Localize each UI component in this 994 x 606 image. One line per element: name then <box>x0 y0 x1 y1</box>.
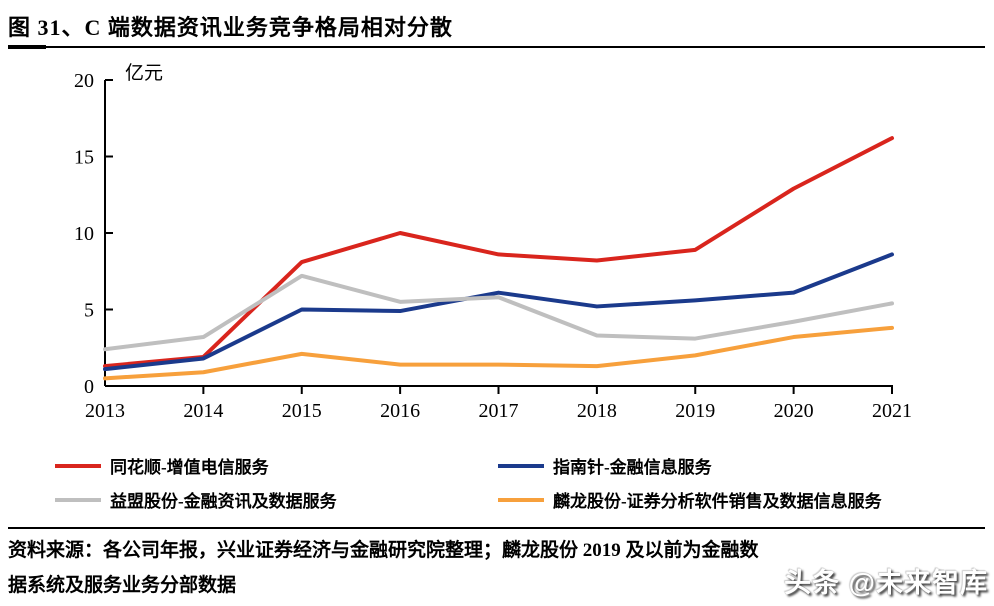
series-line-tonghuashun <box>103 136 894 369</box>
watermark: 头条 @未来智库 <box>784 568 988 598</box>
line-chart-canvas: 0 5 10 15 20 亿元 2013 2014 2015 2016 2017 2018 2019 20… <box>74 62 912 422</box>
x-tick-label: 2019 <box>675 400 715 422</box>
x-tick-label: 2017 <box>479 400 519 422</box>
legend-item-linlong: 麟龙股份-证券分析软件销售及数据信息服务 <box>498 487 882 512</box>
x-tick-label: 2018 <box>577 400 617 422</box>
y-tick-label: 0 <box>84 376 94 398</box>
source-note: 资料来源：各公司年报，兴业证券经济与金融研究院整理；麟龙股份 2019 及以前为… <box>8 533 968 603</box>
title-underline-accent <box>8 45 46 49</box>
x-tick-label: 2016 <box>380 400 420 422</box>
legend-swatch-linlong <box>498 497 544 502</box>
legend-label: 益盟股份-金融资讯及数据服务 <box>110 492 337 511</box>
legend-swatch-zhinanzhen <box>498 463 544 468</box>
legend-label: 同花顺-增值电信服务 <box>110 458 269 477</box>
series-line-yimeng <box>103 273 894 352</box>
x-tick-label: 2021 <box>872 400 912 422</box>
series-line-zhinanzhen <box>103 252 894 372</box>
source-note-line2: 据系统及服务业务分部数据 <box>8 575 237 596</box>
legend-label: 麟龙股份-证券分析软件销售及数据信息服务 <box>553 492 882 511</box>
figure-title: 图 31、C 端数据资讯业务竞争格局相对分散 <box>8 15 453 40</box>
x-tick-label: 2014 <box>183 400 223 422</box>
series-line-linlong <box>103 325 894 381</box>
legend-label: 指南针-金融信息服务 <box>553 458 712 477</box>
y-tick-label: 20 <box>74 70 94 92</box>
x-tick-label: 2013 <box>85 400 125 422</box>
title-underline <box>8 45 985 49</box>
legend-item-yimeng: 益盟股份-金融资讯及数据服务 <box>55 487 337 512</box>
y-tick-label: 5 <box>84 300 94 322</box>
y-tick-label: 15 <box>74 147 94 169</box>
source-divider <box>8 527 985 529</box>
x-tick-label: 2015 <box>282 400 322 422</box>
x-tick-label: 2020 <box>774 400 814 422</box>
legend-item-tonghuashun: 同花顺-增值电信服务 <box>55 453 269 478</box>
legend-item-zhinanzhen: 指南针-金融信息服务 <box>498 453 712 478</box>
y-tick-label: 10 <box>74 223 94 245</box>
source-note-line1: 资料来源：各公司年报，兴业证券经济与金融研究院整理；麟龙股份 2019 及以前为… <box>8 540 759 561</box>
y-axis-unit-label: 亿元 <box>125 62 163 84</box>
legend-swatch-yimeng <box>55 497 101 502</box>
legend-swatch-tonghuashun <box>55 463 101 468</box>
